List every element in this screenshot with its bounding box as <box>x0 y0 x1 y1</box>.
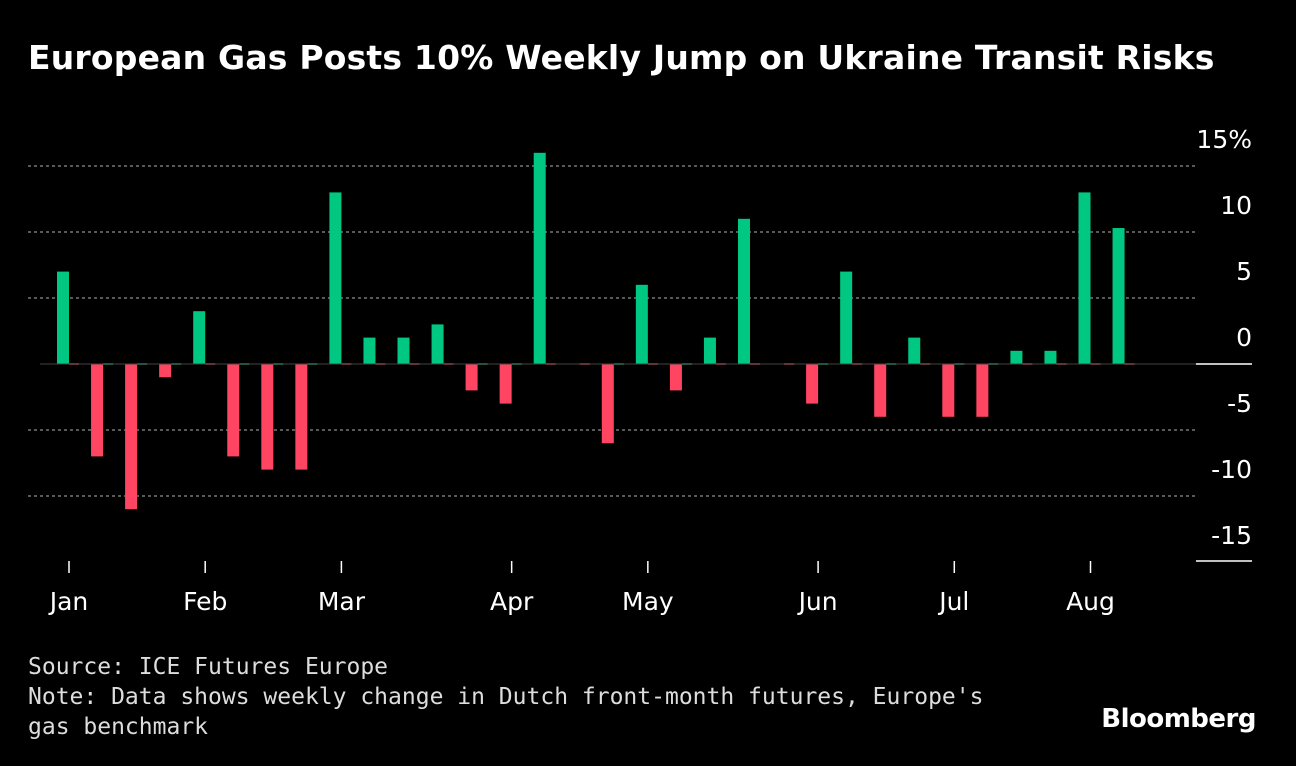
bar-week-1 <box>91 364 104 457</box>
bar-week-29 <box>1044 350 1057 364</box>
x-axis-ticks: Jan Feb Mar Apr May Jun Jul Aug <box>48 561 1115 616</box>
bar-week-19 <box>703 337 716 364</box>
x-tick-label: Feb <box>183 587 227 616</box>
x-tick-label: May <box>622 587 674 616</box>
bar-week-23 <box>840 271 853 364</box>
bar-week-22 <box>806 364 819 404</box>
y-tick-label: 15% <box>1196 125 1252 154</box>
x-tick-label: Jan <box>48 587 89 616</box>
bar-week-5 <box>227 364 240 457</box>
x-tick-label: Jun <box>797 587 838 616</box>
bar-week-8 <box>329 192 342 364</box>
bar-week-27 <box>976 364 989 417</box>
bloomberg-logo: Bloomberg <box>1101 704 1256 734</box>
y-tick-label: 5 <box>1236 257 1252 286</box>
y-axis-ticks: 15% 10 5 0 -5 -10 -15 <box>1196 125 1252 550</box>
bar-week-17 <box>635 284 648 364</box>
bar-week-25 <box>908 337 921 364</box>
y-tick-label: -15 <box>1211 521 1252 550</box>
x-tick-label: Jul <box>937 587 969 616</box>
bar-week-12 <box>465 364 478 391</box>
weekly-change-bar-chart: 15% 10 5 0 -5 -10 -15 Jan Feb Mar Apr May Jun Jul Aug <box>28 125 1252 616</box>
bars <box>57 152 1135 510</box>
x-tick-label: Apr <box>490 587 534 616</box>
note-text: Note: Data shows weekly change in Dutch … <box>28 684 984 740</box>
x-tick-label: Mar <box>318 587 366 616</box>
y-tick-label: 0 <box>1236 323 1252 352</box>
bar-week-30 <box>1078 192 1091 364</box>
bar-week-18 <box>669 364 682 391</box>
bar-week-6 <box>261 364 274 470</box>
bar-week-16 <box>601 364 614 444</box>
bar-week-26 <box>942 364 955 417</box>
y-tick-label: -5 <box>1227 389 1252 418</box>
footer: Source: ICE Futures Europe Note: Data sh… <box>28 652 1018 742</box>
source-text: Source: ICE Futures Europe <box>28 654 389 680</box>
bar-week-20 <box>738 218 750 364</box>
bar-week-9 <box>363 337 376 364</box>
chart-title: European Gas Posts 10% Weekly Jump on Uk… <box>28 38 1215 77</box>
bar-week-13 <box>499 364 512 404</box>
bar-week-2 <box>125 364 138 510</box>
bar-week-11 <box>431 324 444 364</box>
bar-week-14 <box>533 152 546 364</box>
y-tick-label: -10 <box>1211 455 1252 484</box>
bar-week-0 <box>57 271 69 364</box>
bar-week-31 <box>1112 228 1125 364</box>
y-tick-label: 10 <box>1220 191 1252 220</box>
bar-week-28 <box>1010 350 1023 364</box>
bar-week-10 <box>397 337 410 364</box>
bar-week-4 <box>193 311 206 364</box>
bar-week-3 <box>159 364 172 378</box>
x-tick-label: Aug <box>1066 587 1115 616</box>
bar-week-7 <box>295 364 308 470</box>
bar-week-24 <box>874 364 887 417</box>
